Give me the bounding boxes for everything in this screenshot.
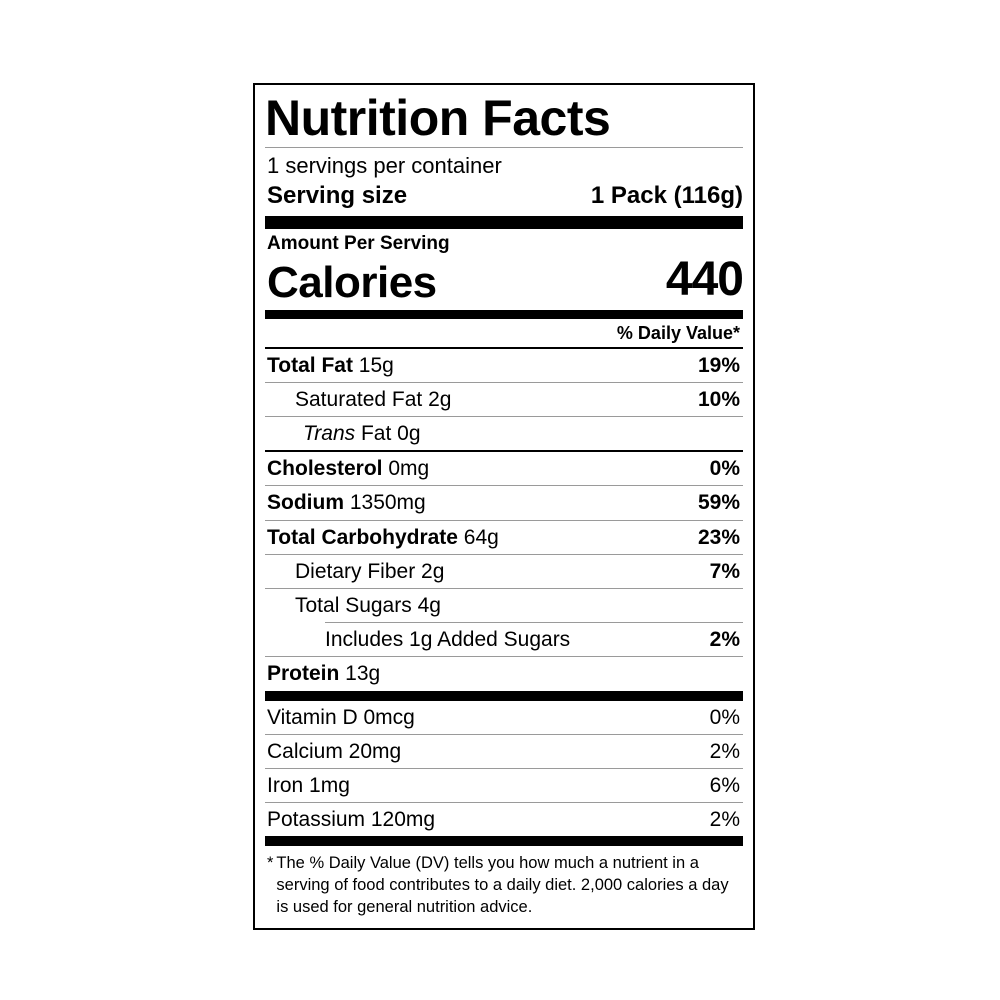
divider — [265, 767, 743, 769]
calories-value: 440 — [665, 253, 744, 307]
amount-per-serving-label: Amount Per Serving — [267, 233, 450, 255]
nutrient-name: Total Carbohydrate 64g — [267, 525, 499, 549]
nutrient-dv: 10% — [697, 387, 740, 411]
nutrient-row-total-sugars: Total Sugars 4g — [265, 589, 743, 622]
vitamin-name: Vitamin D 0mcg — [267, 705, 415, 729]
footnote: * The % Daily Value (DV) tells you how m… — [265, 846, 743, 919]
nutrient-row-added-sugars: Includes 1g Added Sugars 2% — [265, 623, 743, 656]
serving-size-label: Serving size — [267, 182, 408, 210]
nutrient-row-total-carbohydrate: Total Carbohydrate 64g 23% — [265, 521, 743, 554]
nutrient-name: Protein 13g — [267, 662, 381, 686]
vitamin-dv: 2% — [709, 808, 740, 832]
nutrient-row-cholesterol: Cholesterol 0mg 0% — [265, 452, 743, 485]
divider — [265, 450, 743, 453]
daily-value-header: % Daily Value* — [616, 322, 740, 343]
nutrient-name: Saturated Fat 2g — [295, 387, 452, 411]
nutrient-row-saturated-fat: Saturated Fat 2g 10% — [265, 383, 743, 416]
nutrient-row-dietary-fiber: Dietary Fiber 2g 7% — [265, 555, 743, 588]
vitamin-row-potassium: Potassium 120mg 2% — [265, 803, 743, 836]
divider — [265, 802, 743, 804]
vitamin-dv: 2% — [709, 739, 740, 763]
nutrient-row-sodium: Sodium 1350mg 59% — [265, 486, 743, 519]
nutrient-dv: 2% — [709, 628, 740, 652]
vitamin-name: Potassium 120mg — [267, 808, 436, 832]
divider-under-dv-header — [265, 346, 743, 349]
divider-indented — [325, 622, 743, 624]
divider-thick-vitamins — [265, 690, 743, 701]
nutrient-dv: 23% — [697, 525, 740, 549]
divider-under-title — [265, 147, 743, 148]
nutrient-dv: 59% — [697, 491, 740, 515]
nutrient-name: Total Sugars 4g — [295, 594, 441, 617]
nutrient-name: Includes 1g Added Sugars — [325, 628, 571, 652]
divider — [265, 381, 743, 383]
servings-per-container: 1 servings per container — [267, 153, 502, 178]
serving-size-value: 1 Pack (116g) — [590, 182, 743, 210]
nutrient-dv: 19% — [697, 353, 740, 377]
footnote-text: The % Daily Value (DV) tells you how muc… — [276, 854, 729, 917]
vitamin-name: Iron 1mg — [267, 773, 350, 797]
vitamin-dv: 0% — [709, 705, 740, 729]
divider-thick-top — [265, 216, 743, 230]
nutrient-name: Total Fat 15g — [267, 353, 394, 377]
nutrient-row-trans-fat: Trans Fat 0g — [265, 417, 743, 450]
divider-thick-calories — [265, 309, 743, 319]
nutrition-facts-label: Nutrition Facts 1 servings per container… — [253, 83, 755, 930]
vitamin-row-vitamin-d: Vitamin D 0mcg 0% — [265, 701, 743, 734]
vitamin-row-calcium: Calcium 20mg 2% — [265, 735, 743, 768]
serving-size-row: Serving size 1 Pack (116g) — [265, 180, 743, 216]
divider — [265, 519, 743, 521]
page-title: Nutrition Facts — [265, 90, 611, 146]
divider — [265, 588, 743, 589]
nutrient-dv: 0% — [709, 457, 740, 481]
footnote-asterisk: * — [267, 854, 274, 873]
nutrient-row-total-fat: Total Fat 15g 19% — [265, 349, 743, 382]
divider — [265, 553, 743, 555]
vitamin-name: Calcium 20mg — [267, 739, 402, 763]
calories-row: Calories 440 — [265, 253, 744, 309]
divider-thick-footnote — [265, 836, 743, 847]
nutrient-name: Sodium 1350mg — [267, 491, 426, 515]
divider — [265, 416, 743, 418]
nutrient-name: Trans Fat 0g — [303, 422, 421, 446]
nutrient-name: Dietary Fiber 2g — [295, 559, 445, 583]
divider — [265, 656, 743, 658]
nutrient-dv: 7% — [709, 559, 740, 583]
nutrient-name: Cholesterol 0mg — [267, 457, 430, 481]
divider — [265, 485, 743, 487]
vitamin-row-iron: Iron 1mg 6% — [265, 769, 743, 802]
divider — [265, 733, 743, 735]
nutrient-row-protein: Protein 13g — [265, 657, 743, 690]
vitamin-dv: 6% — [709, 773, 740, 797]
calories-label: Calories — [267, 257, 437, 307]
